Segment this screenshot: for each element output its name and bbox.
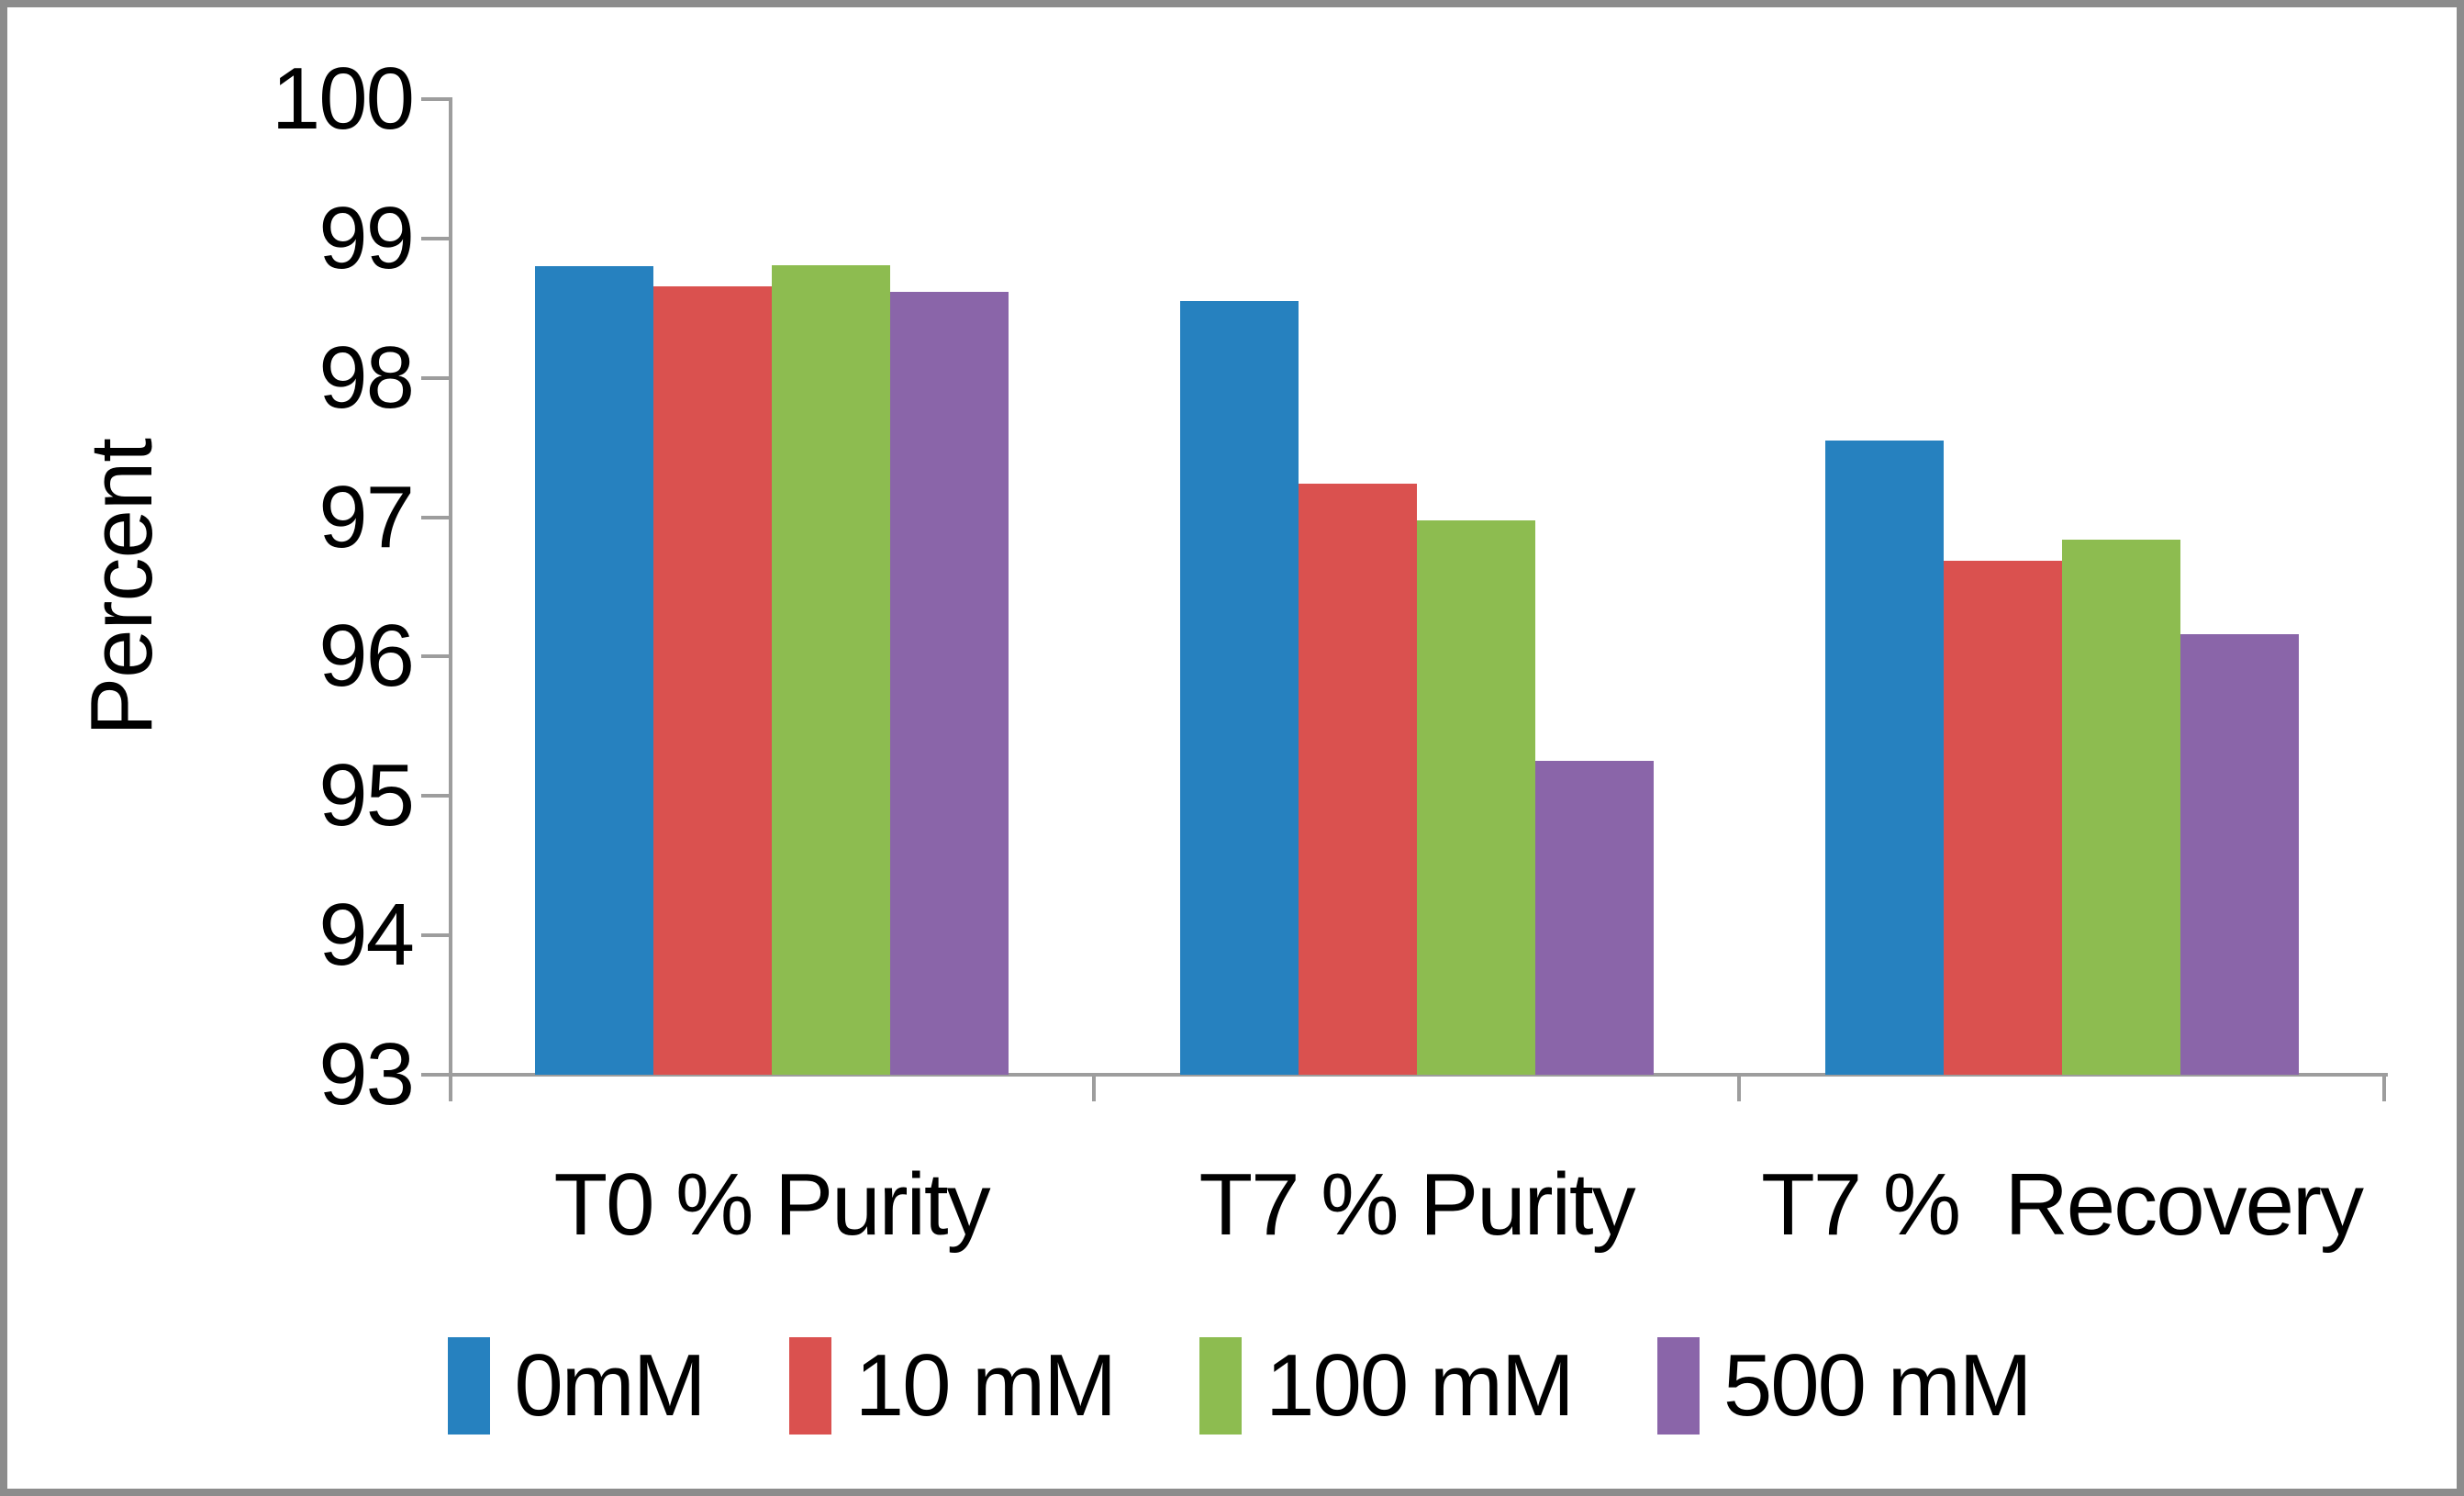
y-axis-line (449, 97, 452, 1101)
bar (1416, 519, 1535, 1075)
y-tick-mark (421, 515, 450, 519)
bar (1179, 301, 1299, 1075)
legend-item: 500 mM (1656, 1335, 2033, 1436)
legend: 0mM 10 mM 100 mM 500 mM (7, 1322, 2457, 1450)
plot-area (449, 99, 2384, 1075)
y-tick-mark (421, 933, 450, 938)
y-tick-mark (421, 1073, 450, 1077)
bar (2061, 539, 2180, 1075)
x-axis-separator-tick (1092, 1075, 1096, 1101)
x-category-label: T7 % Purity (1199, 1155, 1635, 1254)
bar (1943, 560, 2062, 1075)
legend-label: 100 mM (1265, 1336, 1575, 1435)
x-category-label: T7 % Recovery (1761, 1155, 2364, 1254)
legend-item: 0mM (448, 1335, 707, 1436)
y-tick-label: 93 (318, 1025, 415, 1123)
bar-group (449, 99, 1094, 1075)
legend-item: 100 mM (1199, 1335, 1575, 1436)
legend-label: 0mM (514, 1336, 706, 1435)
y-tick-label: 99 (318, 188, 415, 287)
y-tick-label: 97 (318, 467, 415, 566)
y-tick-mark (421, 97, 450, 101)
bar-group (1739, 99, 2384, 1075)
x-axis-separator-tick (1737, 1075, 1741, 1101)
y-tick-label: 98 (318, 328, 415, 427)
y-axis-title: Percent (72, 439, 171, 736)
legend-label: 500 mM (1723, 1336, 2033, 1435)
x-category-label: T0 % Purity (553, 1155, 990, 1254)
y-tick-label: 100 (271, 50, 415, 148)
bar-group (1094, 99, 1739, 1075)
legend-swatch (1656, 1337, 1700, 1435)
legend-swatch (448, 1337, 491, 1435)
x-axis-category-labels: T0 % Purity T7 % Purity T7 % Recovery (449, 1155, 2384, 1256)
bar (771, 264, 890, 1075)
bar (534, 266, 653, 1075)
y-tick-mark (421, 375, 450, 380)
legend-swatch (788, 1337, 831, 1435)
y-tick-label: 95 (318, 746, 415, 845)
y-tick-mark (421, 794, 450, 798)
legend-swatch (1199, 1337, 1243, 1435)
bar (1298, 484, 1417, 1075)
bar (1824, 441, 1944, 1075)
y-tick-label: 94 (318, 886, 415, 985)
bar (889, 291, 1009, 1075)
x-axis-line (449, 1073, 2388, 1077)
bar (652, 285, 772, 1075)
y-tick-mark (421, 236, 450, 240)
y-tick-label: 96 (318, 607, 415, 706)
legend-item: 10 mM (788, 1335, 1117, 1436)
x-axis-separator-tick (2382, 1075, 2386, 1101)
bar (2180, 634, 2299, 1075)
y-tick-mark (421, 654, 450, 659)
legend-label: 10 mM (854, 1336, 1117, 1435)
bar (1534, 761, 1654, 1075)
